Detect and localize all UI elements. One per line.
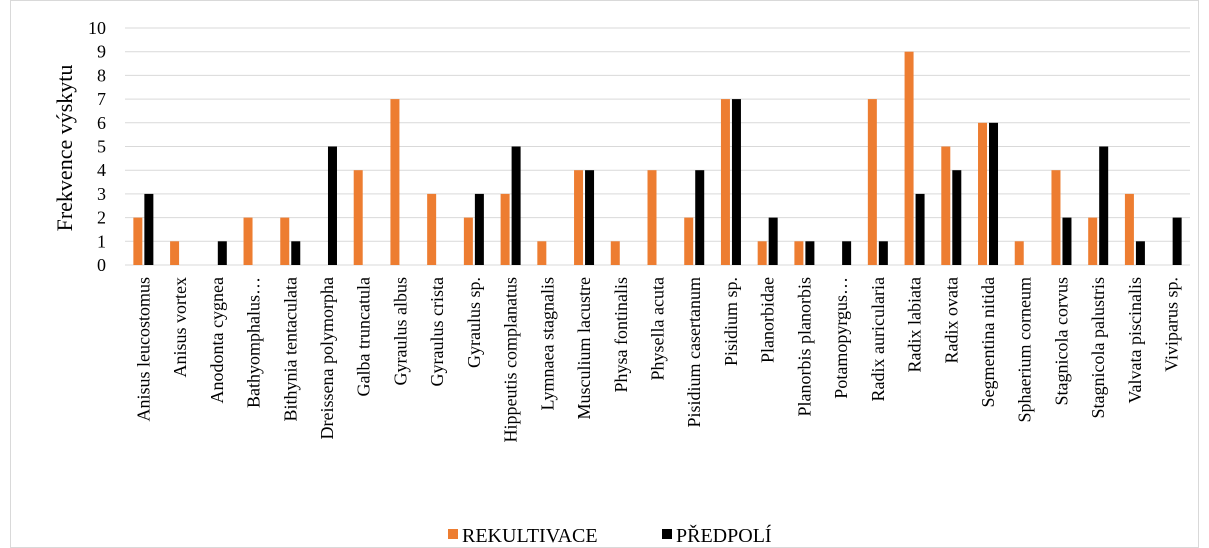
y-tick-label-7: 7 — [97, 89, 106, 109]
x-tick-label-16: Pisidium sp. — [721, 277, 741, 366]
bar-predpoli-12 — [585, 170, 595, 265]
x-tick-label-12: Musculium lacustre — [574, 277, 594, 419]
bar-rekultivace-16 — [720, 99, 730, 265]
bar-rekultivace-0 — [133, 217, 143, 265]
gridlines — [125, 27, 1190, 266]
bar-rekultivace-12 — [574, 170, 584, 265]
bar-predpoli-25 — [1062, 217, 1072, 265]
y-tick-label-8: 8 — [97, 65, 106, 85]
x-tick-label-9: Gyraulus sp. — [464, 277, 484, 368]
bar-predpoli-0 — [144, 193, 154, 265]
y-tick-label-2: 2 — [97, 208, 106, 228]
chart-frame — [10, 0, 1199, 548]
y-tick-label-3: 3 — [97, 184, 106, 204]
x-tick-label-18: Planorbis planorbis — [794, 277, 814, 417]
bar-rekultivace-6 — [353, 170, 363, 265]
x-tick-label-13: Physa fontinalis — [611, 277, 631, 393]
x-tick-label-0: Anisus leucostomus — [133, 277, 153, 422]
bar-rekultivace-11 — [537, 241, 547, 265]
x-tick-label-15: Pisidium casertanum — [684, 277, 704, 427]
y-tick-label-10: 10 — [88, 18, 106, 38]
bar-rekultivace-9 — [463, 217, 473, 265]
x-tick-label-26: Stagnicola palustris — [1088, 277, 1108, 418]
bar-predpoli-21 — [915, 193, 925, 265]
x-tick-label-20: Radix auricularia — [868, 277, 888, 401]
y-tick-label-9: 9 — [97, 42, 106, 62]
x-tick-label-23: Segmentina nitida — [978, 277, 998, 407]
x-tick-label-14: Physella acuta — [648, 277, 668, 380]
x-tick-label-27: Valvata piscinalis — [1125, 277, 1145, 403]
y-tick-label-6: 6 — [97, 113, 106, 133]
x-tick-label-7: Gyraulus albus — [390, 277, 410, 385]
x-tick-label-8: Gyraulus crista — [427, 277, 447, 386]
legend: REKULTIVACE PŘEDPOLÍ — [448, 524, 772, 547]
bar-predpoli-16 — [731, 99, 741, 265]
legend-label-rekultivace: REKULTIVACE — [462, 525, 598, 547]
bar-rekultivace-4 — [280, 217, 290, 265]
bar-rekultivace-26 — [1088, 217, 1098, 265]
bar-rekultivace-20 — [867, 99, 877, 265]
y-tick-labels: 0 1 2 3 4 5 6 7 8 9 10 — [88, 18, 106, 275]
x-tick-label-19: Potamopyrgus… — [831, 277, 851, 399]
y-tick-label-4: 4 — [97, 160, 106, 180]
bar-predpoli-22 — [952, 170, 962, 265]
bars — [133, 51, 1182, 266]
y-axis-label: Frekvence výskytu — [52, 65, 77, 232]
bar-rekultivace-8 — [427, 193, 437, 265]
bar-rekultivace-23 — [978, 122, 988, 265]
bar-predpoli-10 — [511, 146, 521, 265]
x-tick-labels: Anisus leucostomus Anisus vortex Anodonta … — [133, 277, 1181, 442]
bar-rekultivace-27 — [1124, 193, 1134, 265]
legend-label-predpoli: PŘEDPOLÍ — [676, 524, 772, 547]
x-tick-label-3: Bathyomphalus… — [244, 277, 264, 408]
x-tick-label-5: Dreissena polymorpha — [317, 277, 337, 439]
bar-predpoli-9 — [474, 193, 484, 265]
x-tick-label-17: Planorbidae — [758, 277, 778, 363]
y-tick-label-0: 0 — [97, 255, 106, 275]
x-tick-label-2: Anodonta cygnea — [207, 277, 227, 403]
bar-predpoli-23 — [989, 122, 999, 265]
bar-predpoli-5 — [327, 146, 337, 265]
x-tick-label-10: Hippeutis complanatus — [501, 277, 521, 442]
x-tick-label-1: Anisus vortex — [170, 277, 190, 378]
bar-predpoli-26 — [1099, 146, 1109, 265]
bar-rekultivace-17 — [757, 241, 767, 265]
legend-swatch-predpoli — [662, 529, 672, 539]
x-tick-label-11: Lymnaea stagnalis — [537, 277, 557, 410]
bar-predpoli-2 — [217, 241, 227, 265]
bar-rekultivace-3 — [243, 217, 253, 265]
y-tick-label-5: 5 — [97, 137, 106, 157]
bar-predpoli-17 — [768, 217, 778, 265]
bar-rekultivace-1 — [170, 241, 180, 265]
bar-rekultivace-24 — [1014, 241, 1024, 265]
bar-rekultivace-18 — [794, 241, 804, 265]
bar-rekultivace-14 — [647, 170, 657, 265]
x-tick-label-25: Stagnicola corvus — [1051, 277, 1071, 405]
bar-rekultivace-15 — [684, 217, 694, 265]
bar-rekultivace-10 — [500, 193, 510, 265]
x-tick-label-6: Galba truncatula — [354, 277, 374, 396]
bar-rekultivace-13 — [610, 241, 620, 265]
legend-swatch-rekultivace — [448, 529, 458, 539]
x-tick-label-28: Viviparus sp. — [1162, 277, 1182, 372]
y-tick-label-1: 1 — [97, 231, 106, 251]
x-tick-label-21: Radix labiata — [905, 277, 925, 372]
bar-rekultivace-21 — [904, 51, 914, 266]
bar-predpoli-15 — [695, 170, 705, 265]
bar-rekultivace-7 — [390, 99, 400, 265]
bar-predpoli-18 — [805, 241, 815, 265]
x-tick-label-4: Bithynia tentaculata — [280, 277, 300, 421]
bar-predpoli-27 — [1135, 241, 1145, 265]
x-tick-label-22: Radix ovata — [941, 277, 961, 363]
x-tick-label-24: Sphaerium corneum — [1015, 277, 1035, 422]
bar-rekultivace-25 — [1051, 170, 1061, 265]
bar-predpoli-20 — [878, 241, 888, 265]
bar-predpoli-28 — [1172, 217, 1182, 265]
bar-predpoli-4 — [291, 241, 301, 265]
bar-predpoli-19 — [842, 241, 852, 265]
bar-rekultivace-22 — [941, 146, 951, 265]
